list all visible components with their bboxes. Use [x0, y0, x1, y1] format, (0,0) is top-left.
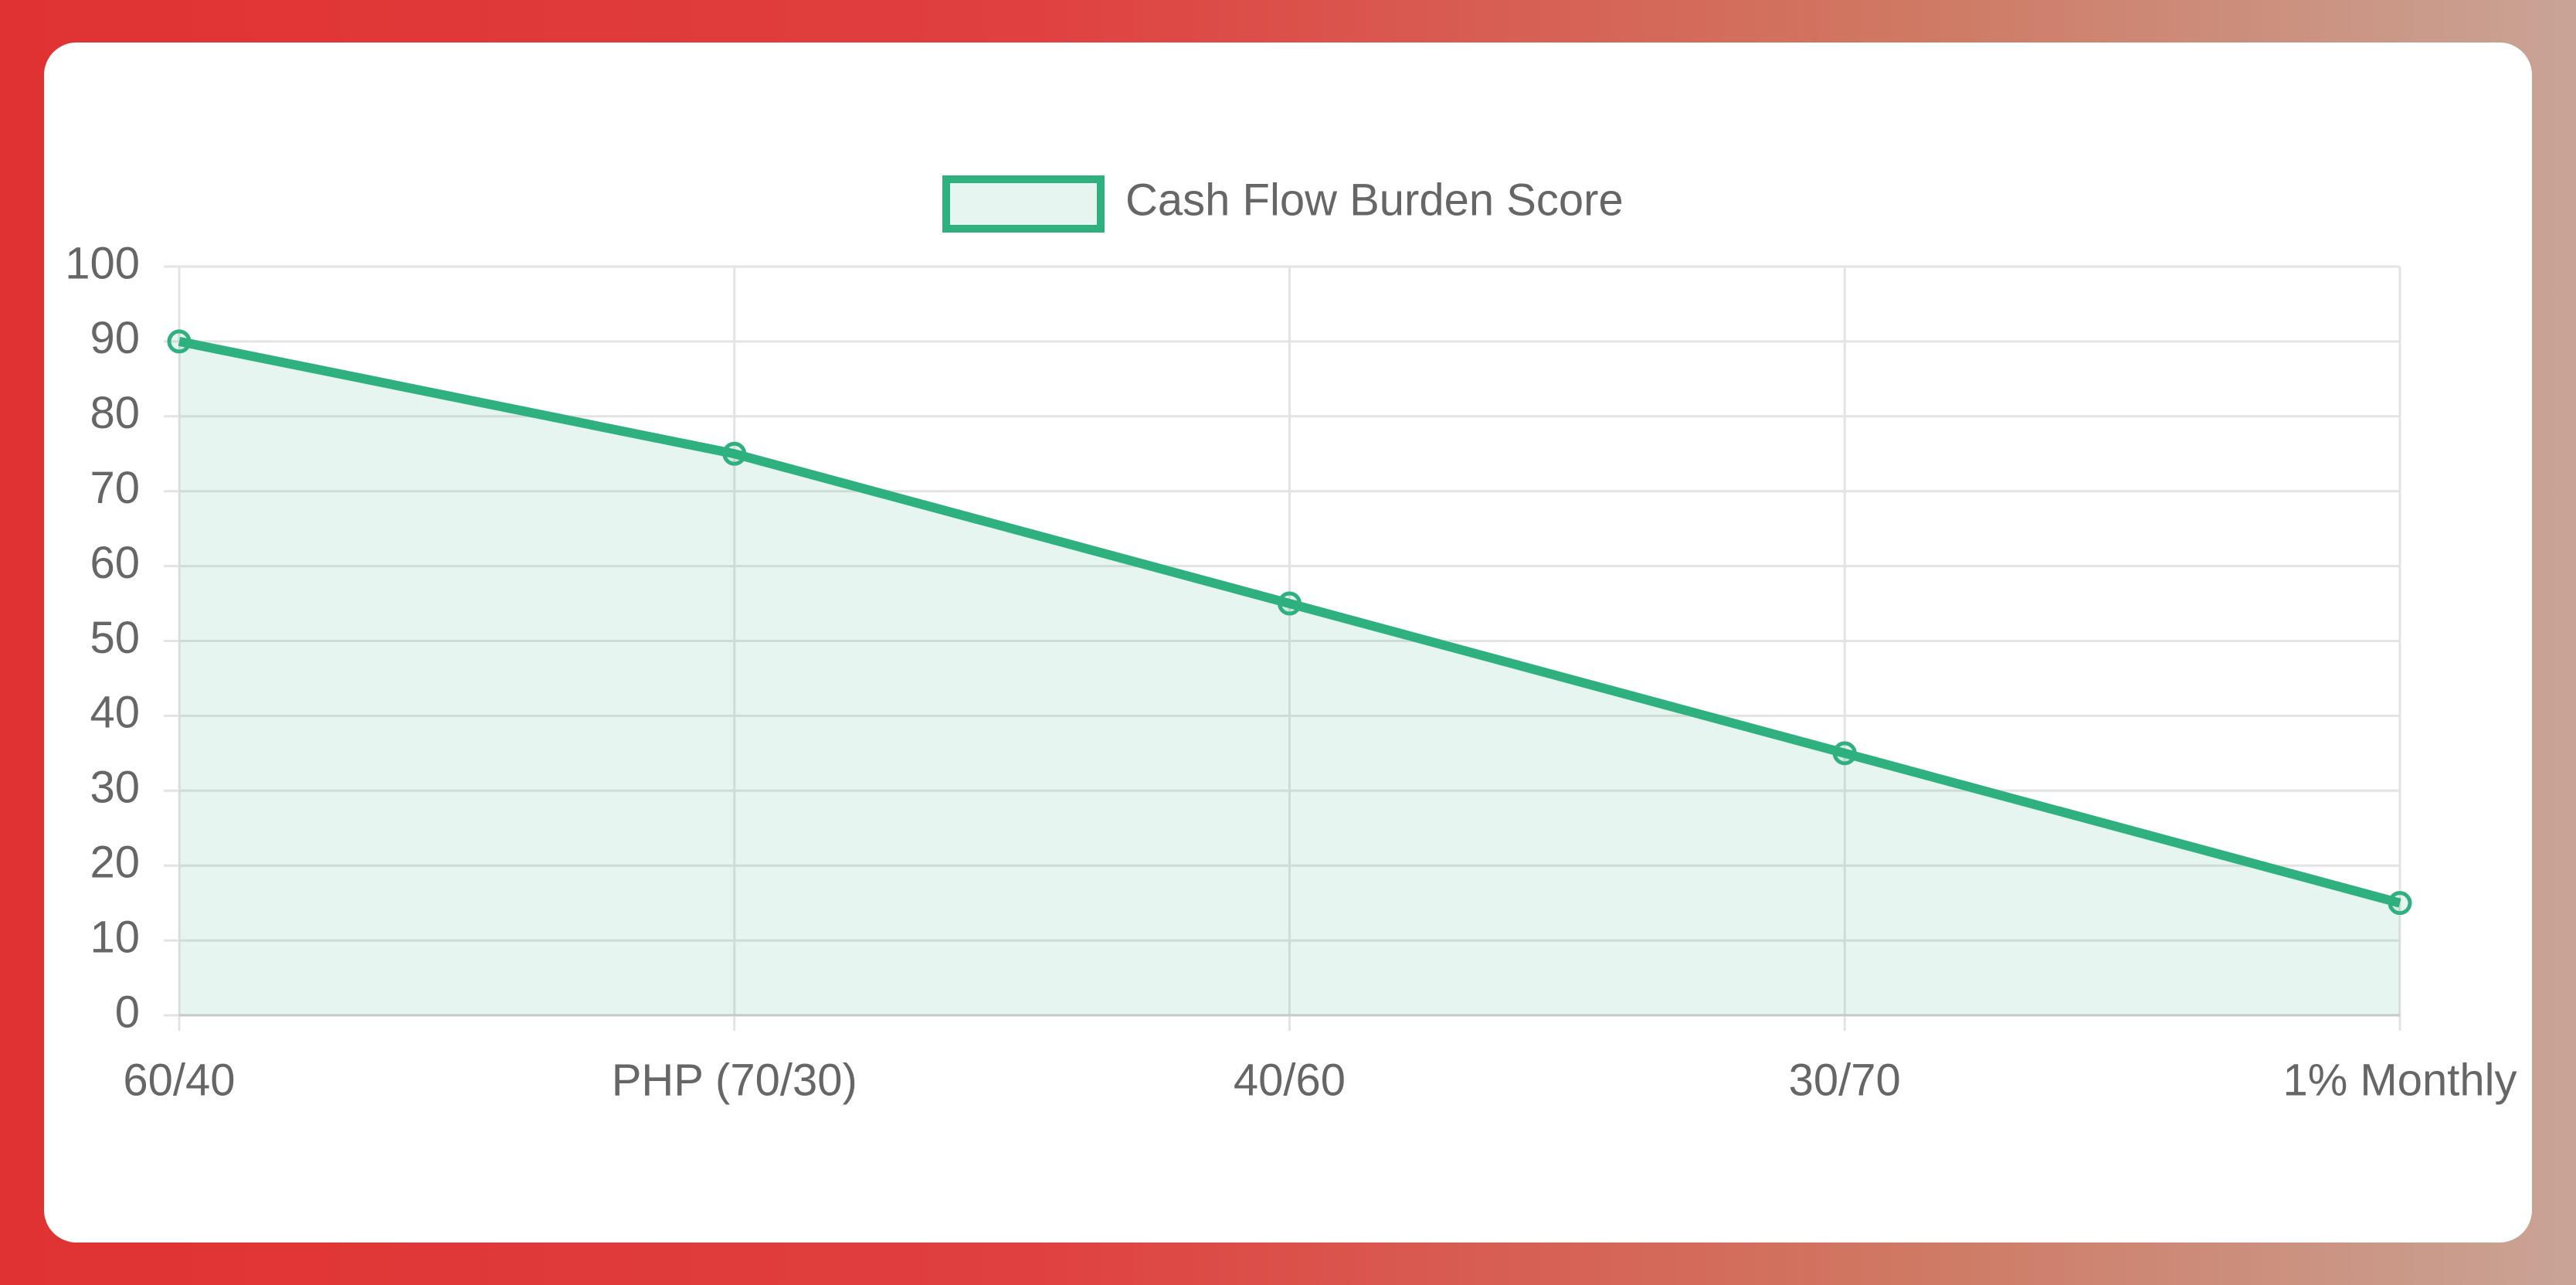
area	[179, 341, 2400, 1015]
y-tick-label: 70	[90, 463, 140, 513]
x-tick-label: 1% Monthly	[2282, 1055, 2517, 1105]
card	[44, 42, 2532, 1243]
legend-label: Cash Flow Burden Score	[1125, 175, 1624, 225]
y-tick-label: 40	[90, 688, 140, 738]
y-tick-label: 60	[90, 538, 140, 588]
point	[167, 329, 192, 354]
x-tick-label: 30/70	[1789, 1055, 1901, 1105]
y-tick-label: 30	[90, 763, 140, 813]
y-tick-label: 20	[90, 838, 140, 888]
x-tick-label: 60/40	[123, 1055, 235, 1105]
x-tick-label: PHP (70/30)	[612, 1055, 857, 1105]
point	[722, 441, 747, 466]
y-tick-label: 100	[65, 238, 140, 288]
point	[2388, 891, 2412, 916]
y-tick-label: 10	[90, 912, 140, 962]
y-tick-label: 0	[115, 987, 140, 1037]
y-tick-label: 50	[90, 613, 140, 663]
point	[1278, 591, 1302, 616]
y-tick-label: 90	[90, 313, 140, 363]
legend-swatch	[942, 175, 1105, 233]
y-tick-label: 80	[90, 388, 140, 438]
point	[1832, 741, 1857, 766]
line	[178, 337, 2401, 908]
x-tick-label: 40/60	[1234, 1055, 1346, 1105]
